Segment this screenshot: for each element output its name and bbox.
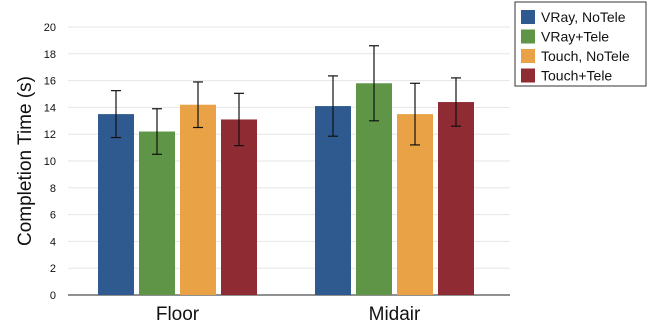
bar: [139, 131, 175, 295]
legend-label: VRay+Tele: [541, 29, 609, 45]
bar: [221, 119, 257, 296]
legend-label: VRay, NoTele: [541, 9, 626, 25]
error-bar: [152, 108, 162, 155]
y-tick-label: 0: [50, 290, 56, 302]
y-tick-label: 2: [50, 263, 56, 275]
error-bar: [193, 81, 203, 129]
legend-label: Touch+Tele: [541, 68, 612, 84]
error-bar: [369, 45, 379, 122]
category-label: Midair: [369, 304, 421, 324]
y-tick-label: 6: [50, 210, 56, 222]
bars: [98, 83, 474, 296]
error-bars: [111, 45, 461, 155]
y-tick-label: 20: [44, 22, 56, 34]
y-tick-label: 10: [44, 156, 56, 168]
error-bar: [111, 90, 121, 139]
error-bar: [410, 82, 420, 146]
category-label: Floor: [156, 304, 200, 324]
bar: [315, 106, 351, 295]
error-bar: [234, 92, 244, 147]
legend-swatch: [521, 68, 535, 83]
legend-swatch: [521, 49, 535, 63]
y-tick-label: 18: [44, 49, 56, 61]
category-labels: Floor Midair: [156, 304, 421, 324]
legend-box: [514, 1, 647, 87]
error-bar: [328, 75, 338, 137]
bar: [438, 102, 474, 295]
legend-label: Touch, NoTele: [541, 48, 630, 64]
y-tick-label: 12: [44, 129, 56, 141]
error-bar: [451, 77, 461, 127]
legend: VRay, NoTele VRay+Tele Touch, NoTele Touch+…: [514, 1, 647, 87]
y-axis-ticks: 0 2 4 6 8 10 12 14 16 18 20: [44, 22, 56, 302]
y-tick-label: 16: [44, 76, 56, 88]
bar: [180, 104, 216, 295]
y-tick-label: 4: [50, 236, 56, 248]
y-tick-label: 8: [50, 183, 56, 195]
bar: [98, 114, 134, 295]
y-axis-title: Completion Time (s): [15, 76, 36, 246]
legend-swatch: [521, 29, 535, 44]
y-tick-label: 14: [44, 102, 56, 114]
legend-swatch: [521, 10, 535, 24]
